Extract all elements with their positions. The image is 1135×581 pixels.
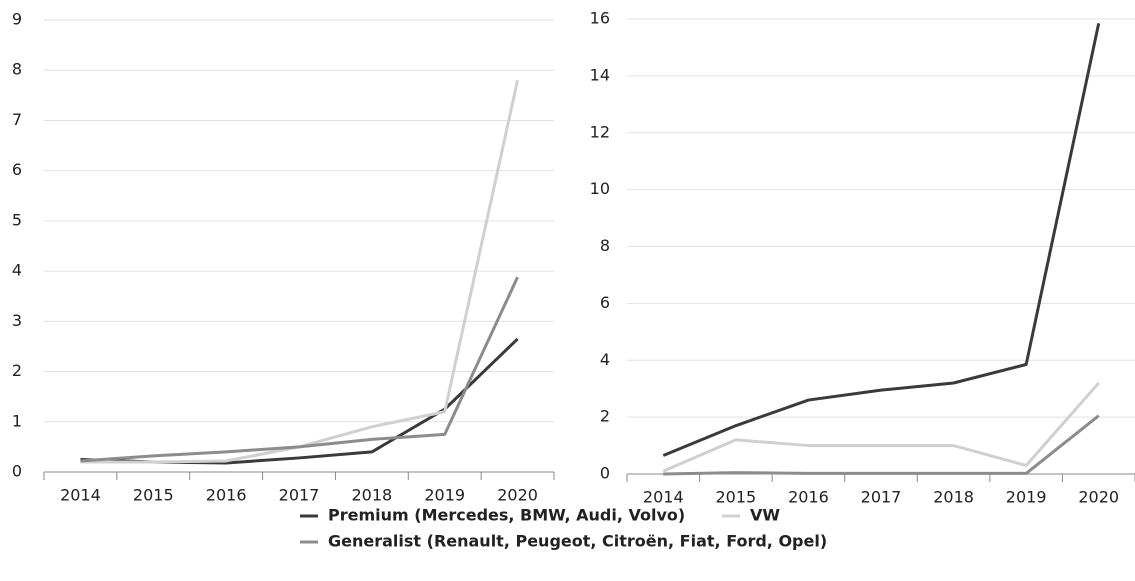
y-tick-label: 0 (600, 464, 610, 483)
x-tick-label: 2017 (279, 486, 320, 505)
series-line (80, 337, 519, 465)
x-tick-label: 2018 (933, 488, 974, 507)
x-tick-label: 2019 (1006, 488, 1047, 507)
x-tick-label: 2020 (1078, 488, 1119, 507)
x-tick-label: 2015 (715, 488, 756, 507)
y-tick-label: 7 (12, 110, 22, 129)
y-tick-label: 9 (12, 10, 22, 29)
x-tick-label: 2019 (424, 486, 465, 505)
series-line (80, 276, 519, 463)
y-tick-label: 3 (12, 311, 22, 330)
y-tick-label: 8 (600, 236, 610, 255)
series-line (662, 382, 1100, 473)
y-tick-label: 1 (12, 411, 22, 430)
y-tick-label: 5 (12, 210, 22, 229)
y-tick-label: 6 (600, 293, 610, 312)
x-tick-label: 2020 (497, 486, 538, 505)
y-tick-label: 16 (590, 9, 610, 28)
x-tick-label: 2014 (643, 488, 684, 507)
x-tick-label: 2016 (788, 488, 829, 507)
series-line (662, 22, 1101, 457)
x-tick-label: 2017 (861, 488, 902, 507)
y-tick-label: 0 (12, 462, 22, 481)
y-tick-label: 4 (12, 261, 22, 280)
y-tick-label: 12 (590, 122, 610, 141)
y-tick-label: 2 (12, 361, 22, 380)
series-line (663, 414, 1100, 476)
y-tick-label: 2 (600, 407, 610, 426)
legend-label: Premium (Mercedes, BMW, Audi, Volvo) (328, 506, 685, 525)
x-tick-label: 2018 (351, 486, 392, 505)
legend-label: Generalist (Renault, Peugeot, Citroën, F… (328, 532, 827, 551)
legend-label: VW (750, 506, 780, 525)
y-tick-label: 8 (12, 60, 22, 79)
y-tick-label: 10 (590, 179, 610, 198)
x-tick-label: 2016 (206, 486, 247, 505)
y-tick-label: 4 (600, 350, 610, 369)
y-tick-label: 14 (590, 65, 610, 84)
y-tick-label: 6 (12, 160, 22, 179)
x-tick-label: 2014 (60, 486, 101, 505)
x-tick-label: 2015 (133, 486, 174, 505)
